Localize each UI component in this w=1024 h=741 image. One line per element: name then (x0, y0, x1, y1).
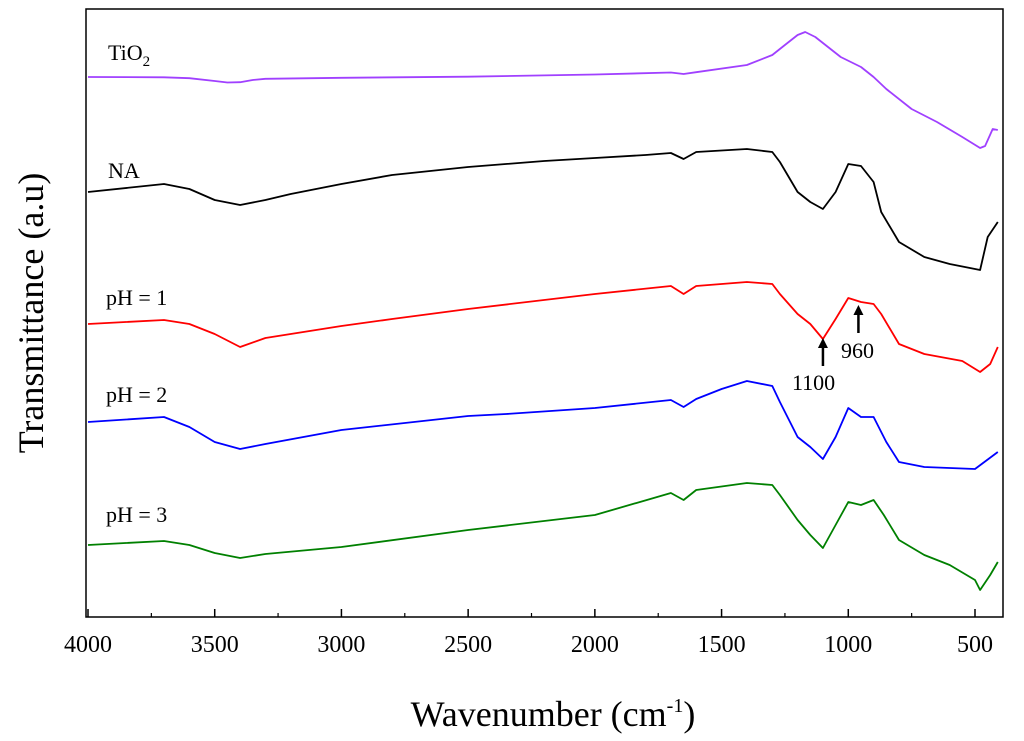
x-tick-label-1500: 1500 (698, 632, 746, 658)
annotation-label-960: 960 (841, 338, 874, 363)
x-tick-label-2000: 2000 (571, 632, 619, 658)
x-axis-label-sup: -1 (667, 695, 684, 717)
x-tick-label-4000: 4000 (64, 632, 112, 658)
series-line-1 (87, 148, 999, 271)
series-label-0: TiO2 (108, 40, 150, 70)
series-label-2: pH = 1 (106, 285, 167, 310)
series-label-text-3: pH = 2 (106, 382, 167, 407)
annotation-label-1100: 1100 (792, 370, 835, 395)
series-labels: TiO2 NA pH = 1 pH = 2 pH = 3 (106, 40, 167, 527)
annotation-arrow-head-1100 (817, 338, 828, 348)
x-tick-label-2500: 2500 (444, 632, 492, 658)
series-label-3: pH = 2 (106, 382, 167, 407)
series-line-2 (87, 281, 999, 373)
x-tick-label-1000: 1000 (824, 632, 872, 658)
series-label-4: pH = 3 (106, 502, 167, 527)
series-group (87, 31, 999, 591)
x-axis-label-main: Wavenumber (cm (411, 694, 667, 734)
plot-frame (85, 8, 1004, 618)
x-tick-label-3000: 3000 (317, 632, 365, 658)
series-line-0 (87, 31, 998, 149)
y-axis-label: Transmittance (a.u) (11, 173, 51, 454)
series-label-text-1: NA (108, 158, 140, 183)
series-line-4 (87, 482, 999, 591)
series-label-text-0: TiO (108, 40, 143, 65)
x-tick-label-500: 500 (957, 632, 993, 658)
x-tick-label-3500: 3500 (191, 632, 239, 658)
x-axis-label-tail: ) (683, 694, 695, 734)
series-line-3 (87, 380, 999, 470)
annotation-arrow-head-960 (853, 305, 864, 315)
series-label-1: NA (108, 158, 140, 183)
series-label-text-4: pH = 3 (106, 502, 167, 527)
x-axis-ticks: 4000 3500 3000 2500 2000 1500 1000 500 (64, 609, 993, 658)
x-axis-label: Wavenumber (cm-1) (411, 694, 696, 734)
series-label-sub-0: 2 (143, 54, 151, 70)
series-label-text-2: pH = 1 (106, 285, 167, 310)
